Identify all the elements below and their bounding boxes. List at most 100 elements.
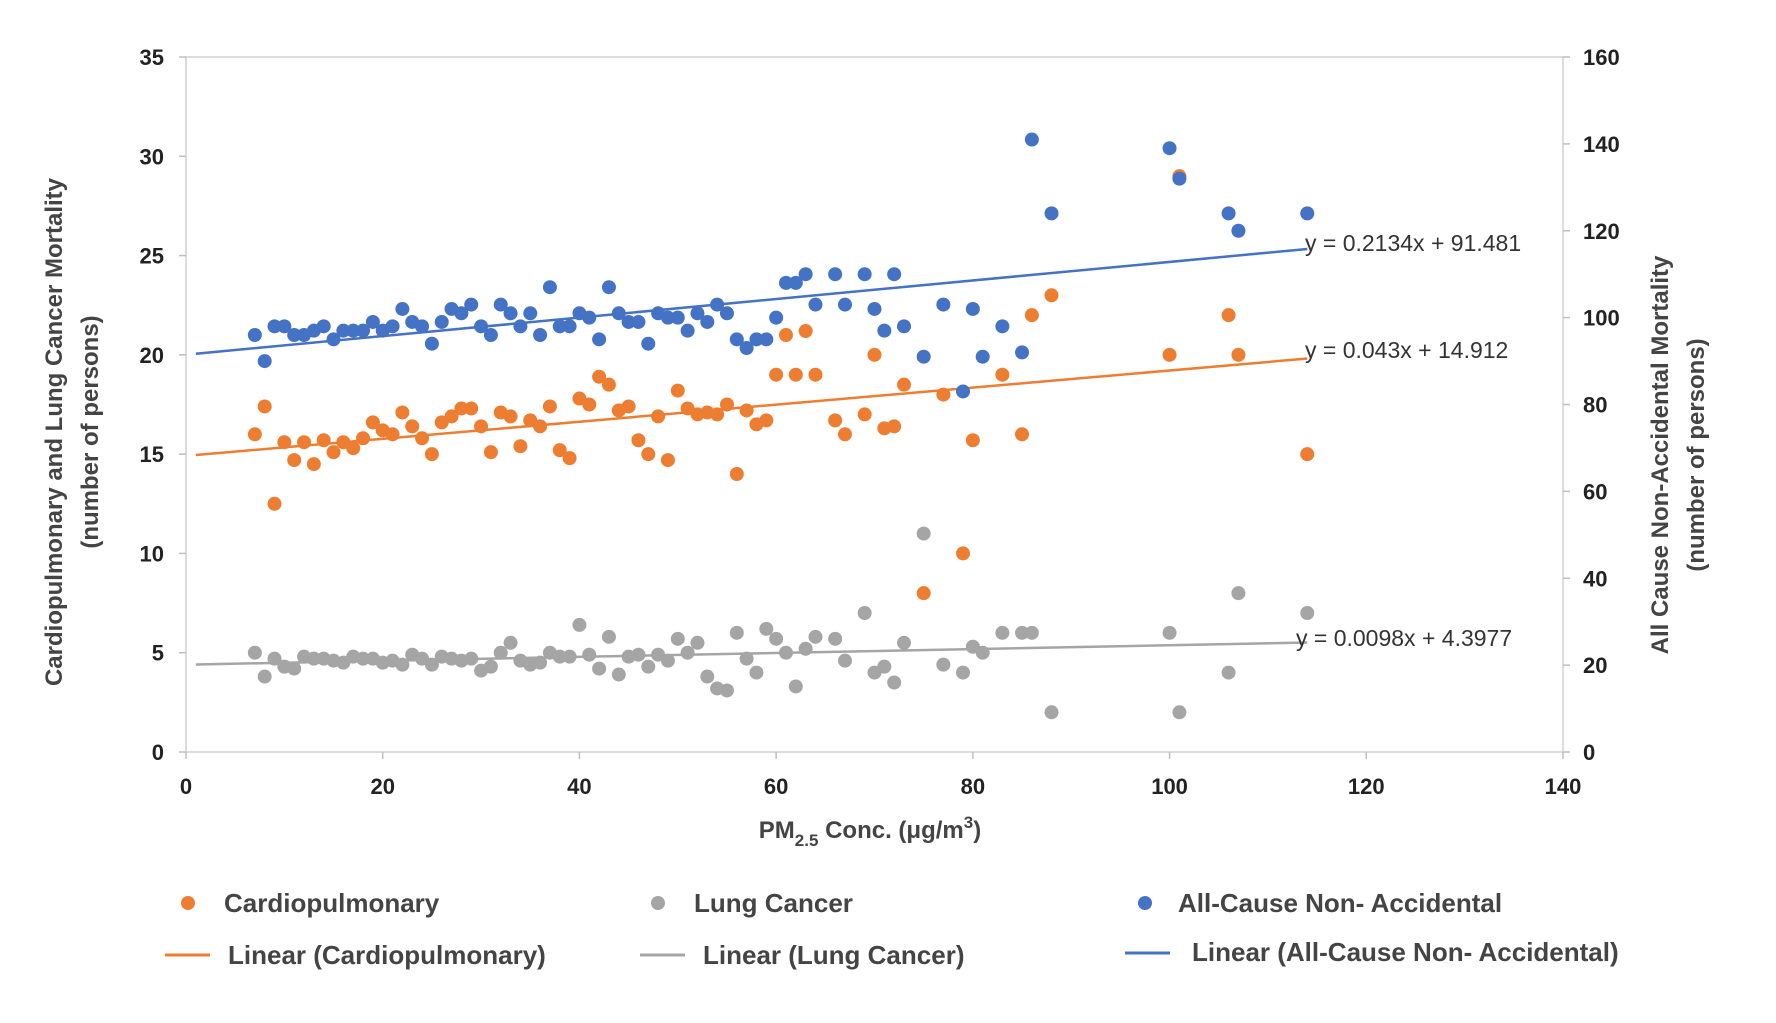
point-all-cause-non-accidental [247, 328, 262, 342]
point-lung-cancer [287, 661, 302, 676]
point-lung-cancer [1221, 665, 1236, 680]
point-lung-cancer [306, 651, 321, 666]
point-cardiopulmonary [277, 435, 292, 450]
point-all-cause-non-accidental [257, 354, 272, 369]
point-lung-cancer [680, 645, 695, 660]
point-all-cause-non-accidental [897, 319, 912, 334]
point-all-cause-non-accidental [336, 323, 351, 338]
point-cardiopulmonary [533, 419, 548, 434]
point-lung-cancer [631, 647, 646, 662]
point-lung-cancer [1162, 625, 1177, 640]
y-right-tick-label: 140 [1583, 132, 1620, 157]
legend-marker-cardiopulmonary [181, 896, 195, 910]
point-lung-cancer [769, 631, 784, 646]
point-cardiopulmonary [857, 407, 872, 422]
legend-label-lung-cancer: Lung Cancer [694, 888, 853, 918]
point-all-cause-non-accidental [434, 314, 449, 329]
x-tick-label: 80 [961, 774, 985, 799]
point-all-cause-non-accidental [424, 336, 439, 351]
point-lung-cancer [690, 635, 705, 650]
point-all-cause-non-accidental [660, 310, 675, 325]
point-all-cause-non-accidental [356, 323, 371, 338]
y-right-tick-label: 20 [1583, 653, 1607, 678]
x-tick-label: 140 [1545, 774, 1582, 799]
point-all-cause-non-accidental [592, 332, 607, 347]
point-all-cause-non-accidental [729, 332, 744, 347]
point-cardiopulmonary [1162, 347, 1177, 362]
point-cardiopulmonary [405, 419, 420, 434]
point-lung-cancer [916, 526, 931, 541]
point-cardiopulmonary [542, 399, 557, 414]
point-all-cause-non-accidental [385, 319, 400, 334]
point-lung-cancer [601, 629, 616, 644]
point-lung-cancer [788, 679, 803, 694]
point-cardiopulmonary [621, 399, 636, 414]
point-lung-cancer [257, 669, 272, 684]
point-cardiopulmonary [631, 433, 646, 448]
point-all-cause-non-accidental [1172, 171, 1187, 186]
point-all-cause-non-accidental [1044, 206, 1059, 221]
point-cardiopulmonary [454, 401, 469, 416]
point-all-cause-non-accidental [287, 328, 302, 342]
point-cardiopulmonary [965, 433, 980, 448]
point-all-cause-non-accidental [778, 275, 793, 290]
point-all-cause-non-accidental [788, 275, 803, 290]
point-all-cause-non-accidental [1024, 132, 1039, 147]
point-all-cause-non-accidental [837, 297, 852, 312]
legend-label-all-cause: All-Cause Non- Accidental [1178, 888, 1502, 918]
point-lung-cancer [719, 683, 734, 698]
point-cardiopulmonary [995, 367, 1010, 382]
point-cardiopulmonary [798, 324, 813, 339]
point-cardiopulmonary [474, 419, 489, 434]
y-right-axis-title-line1: All Cause Non-Accidental Mortality [1647, 255, 1674, 654]
point-all-cause-non-accidental [513, 319, 528, 334]
point-cardiopulmonary [1300, 447, 1315, 462]
y-left-tick-label: 5 [152, 641, 164, 666]
point-lung-cancer [1172, 705, 1187, 720]
y-left-tick-label: 35 [140, 45, 164, 70]
point-all-cause-non-accidental [415, 319, 430, 334]
y-left-tick-label: 25 [140, 244, 164, 269]
point-all-cause-non-accidental [1300, 206, 1315, 221]
point-all-cause-non-accidental [1221, 206, 1236, 221]
point-all-cause-non-accidental [601, 280, 616, 295]
point-all-cause-non-accidental [936, 297, 951, 312]
point-cardiopulmonary [916, 586, 931, 601]
point-all-cause-non-accidental [700, 314, 715, 329]
point-cardiopulmonary [670, 383, 685, 398]
point-lung-cancer [562, 649, 577, 664]
point-cardiopulmonary [257, 399, 272, 414]
point-cardiopulmonary [247, 427, 262, 442]
point-cardiopulmonary [267, 496, 282, 511]
legend-marker-lung-cancer [651, 896, 665, 910]
point-all-cause-non-accidental [828, 267, 843, 282]
point-all-cause-non-accidental [670, 310, 685, 325]
point-lung-cancer [1300, 606, 1315, 620]
point-all-cause-non-accidental [995, 319, 1010, 334]
point-all-cause-non-accidental [1015, 345, 1030, 360]
point-cardiopulmonary [641, 447, 656, 462]
point-lung-cancer [464, 651, 479, 666]
point-all-cause-non-accidental [365, 314, 380, 329]
point-cardiopulmonary [651, 409, 666, 424]
point-cardiopulmonary [808, 367, 823, 382]
point-lung-cancer [493, 645, 508, 660]
point-all-cause-non-accidental [690, 306, 705, 321]
point-cardiopulmonary [326, 445, 341, 460]
point-lung-cancer [247, 645, 262, 660]
point-lung-cancer [749, 665, 764, 680]
point-cardiopulmonary [719, 397, 734, 412]
point-all-cause-non-accidental [680, 323, 695, 338]
point-all-cause-non-accidental [798, 267, 813, 282]
point-lung-cancer [424, 657, 439, 672]
point-lung-cancer [995, 625, 1010, 640]
point-all-cause-non-accidental [887, 267, 902, 282]
point-all-cause-non-accidental [877, 323, 892, 338]
point-all-cause-non-accidental [523, 306, 538, 321]
point-lung-cancer [572, 617, 587, 632]
point-all-cause-non-accidental [582, 310, 597, 325]
point-lung-cancer [503, 635, 518, 650]
point-cardiopulmonary [513, 439, 528, 454]
point-lung-cancer [808, 629, 823, 644]
point-all-cause-non-accidental [1231, 223, 1246, 238]
